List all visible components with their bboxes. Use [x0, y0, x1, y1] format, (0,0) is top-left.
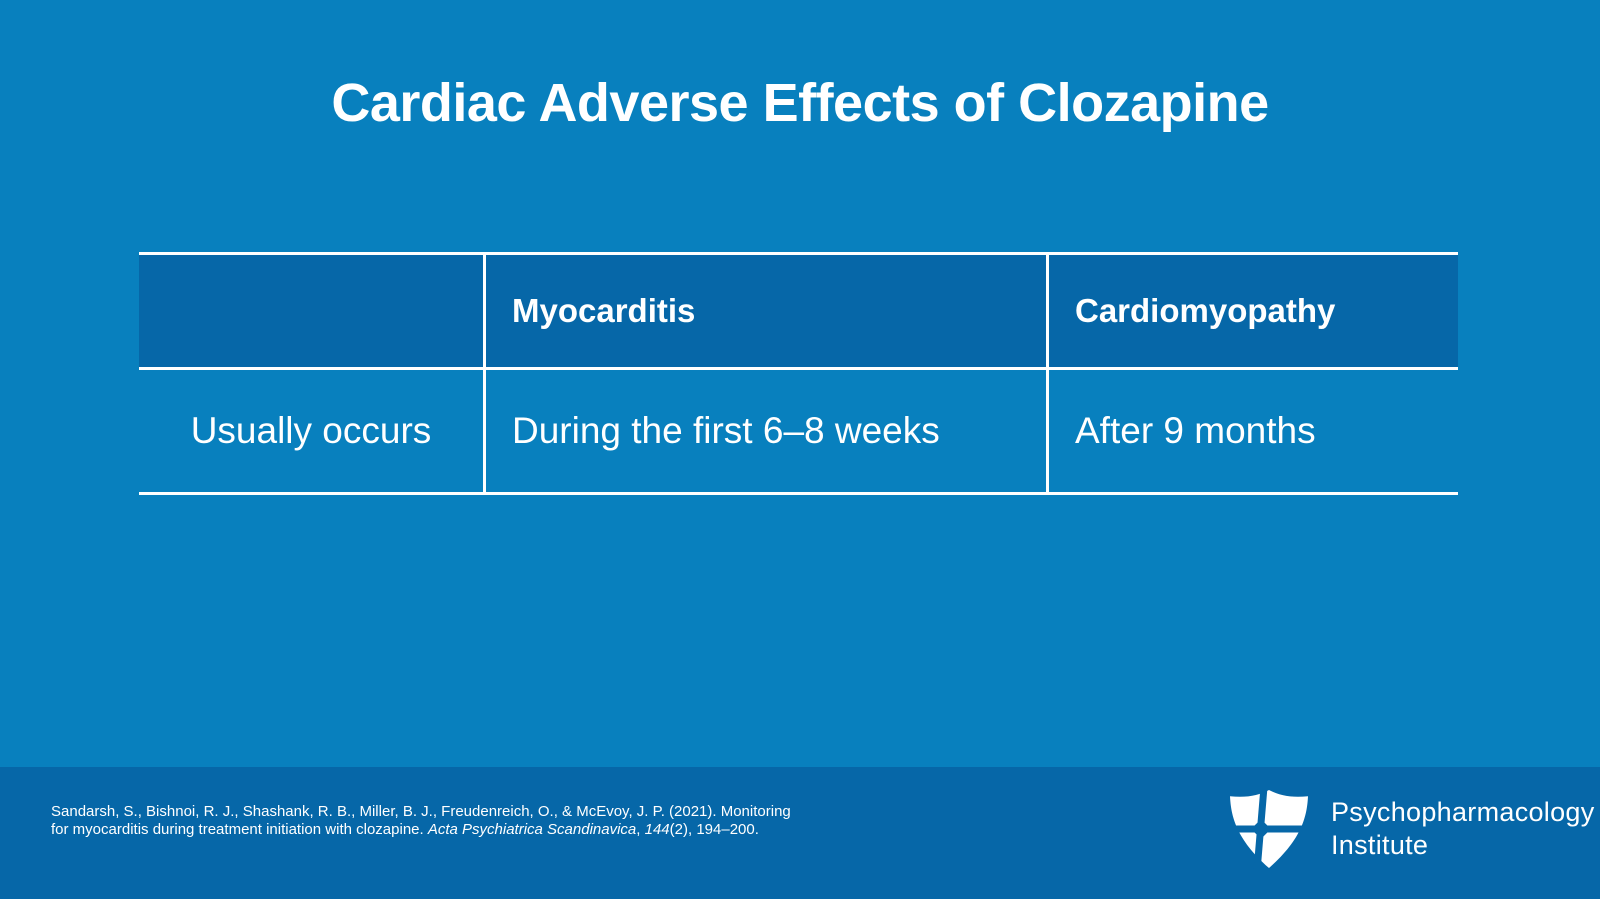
- cell-cardiomyopathy-onset: After 9 months: [1046, 370, 1458, 492]
- cell-myocarditis-onset: During the first 6–8 weeks: [483, 370, 1046, 492]
- citation: Sandarsh, S., Bishnoi, R. J., Shashank, …: [51, 803, 791, 838]
- row-label-usually-occurs: Usually occurs: [190, 410, 432, 451]
- table-row: Usually occurs During the first 6–8 week…: [139, 370, 1458, 495]
- institute-name: Psychopharmacology Institute: [1331, 796, 1595, 862]
- citation-separator: ,: [636, 820, 645, 838]
- header-cell-myocarditis: Myocarditis: [483, 255, 1046, 367]
- citation-line2-suffix: (2), 194–200.: [669, 820, 759, 838]
- institute-name-line2: Institute: [1331, 830, 1429, 860]
- header-cell-empty: [139, 255, 483, 367]
- institute-name-line1: Psychopharmacology: [1331, 797, 1595, 827]
- header-cell-cardiomyopathy: Cardiomyopathy: [1046, 255, 1458, 367]
- institute-logo: Psychopharmacology Institute: [1228, 789, 1595, 869]
- citation-line2-prefix: for myocarditis during treatment initiat…: [51, 820, 428, 838]
- slide-title: Cardiac Adverse Effects of Clozapine: [331, 73, 1269, 133]
- citation-volume: 144: [644, 820, 670, 838]
- table-header-row: Myocarditis Cardiomyopathy: [139, 252, 1458, 370]
- citation-line1: Sandarsh, S., Bishnoi, R. J., Shashank, …: [51, 803, 791, 820]
- citation-journal: Acta Psychiatrica Scandinavica: [427, 820, 637, 838]
- footer-band: Sandarsh, S., Bishnoi, R. J., Shashank, …: [0, 767, 1600, 899]
- comparison-table: Myocarditis Cardiomyopathy Usually occur…: [139, 252, 1458, 495]
- shield-cross-icon: [1228, 789, 1310, 869]
